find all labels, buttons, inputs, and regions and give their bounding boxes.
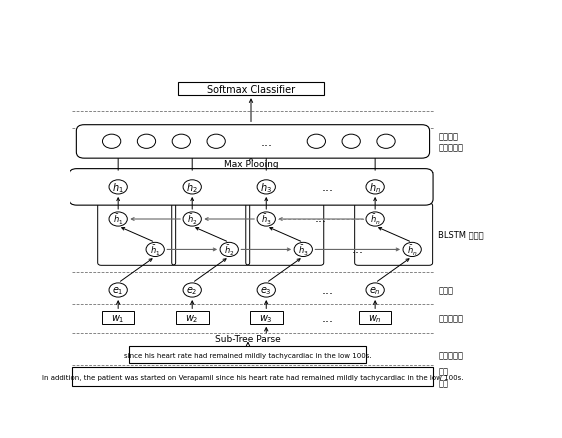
Text: $w_2$: $w_2$ <box>185 312 199 324</box>
FancyBboxPatch shape <box>178 83 324 96</box>
Circle shape <box>403 243 422 257</box>
FancyBboxPatch shape <box>129 346 366 364</box>
Circle shape <box>294 243 312 257</box>
Circle shape <box>146 243 164 257</box>
FancyBboxPatch shape <box>359 311 392 325</box>
Text: $h_1$: $h_1$ <box>112 180 124 194</box>
Text: BLSTM 编码层: BLSTM 编码层 <box>438 230 484 239</box>
Text: 句子级别
的语义表示: 句子级别 的语义表示 <box>438 132 463 152</box>
FancyBboxPatch shape <box>69 169 433 206</box>
FancyBboxPatch shape <box>102 311 134 325</box>
Circle shape <box>183 180 201 194</box>
Circle shape <box>183 212 201 226</box>
Text: $w_3$: $w_3$ <box>260 312 273 324</box>
Circle shape <box>257 180 275 194</box>
Circle shape <box>137 135 156 149</box>
Text: 特征抽取层: 特征抽取层 <box>438 314 463 322</box>
Circle shape <box>220 243 238 257</box>
Text: $w_1$: $w_1$ <box>111 312 125 324</box>
Text: $\bar{h}_n$: $\bar{h}_n$ <box>407 243 418 257</box>
Circle shape <box>377 135 395 149</box>
FancyBboxPatch shape <box>76 125 429 159</box>
Circle shape <box>109 180 128 194</box>
Circle shape <box>366 212 384 226</box>
Circle shape <box>257 212 275 226</box>
Text: $w_n$: $w_n$ <box>368 312 382 324</box>
Circle shape <box>342 135 360 149</box>
Text: $\bar{h}_2$: $\bar{h}_2$ <box>187 212 197 226</box>
Circle shape <box>307 135 325 149</box>
FancyBboxPatch shape <box>250 311 283 325</box>
Text: ...: ... <box>352 242 364 255</box>
Text: Max Plooing: Max Plooing <box>224 160 278 169</box>
Text: $e_n$: $e_n$ <box>369 284 381 296</box>
Text: ...: ... <box>321 284 333 297</box>
Text: Softmax Classifier: Softmax Classifier <box>207 85 295 94</box>
Circle shape <box>109 212 128 226</box>
Text: $h_2$: $h_2$ <box>187 180 198 194</box>
Text: Sub-Tree Parse: Sub-Tree Parse <box>215 334 281 343</box>
Text: ...: ... <box>260 135 272 148</box>
Text: ...: ... <box>321 181 333 194</box>
Text: $\bar{h}_n$: $\bar{h}_n$ <box>370 212 380 226</box>
Text: $\bar{h}_3$: $\bar{h}_3$ <box>298 243 309 257</box>
FancyBboxPatch shape <box>72 367 433 386</box>
Text: 嵌入层: 嵌入层 <box>438 286 454 295</box>
Text: $\bar{h}_1$: $\bar{h}_1$ <box>150 243 160 257</box>
Text: 原始
输入: 原始 输入 <box>438 367 448 387</box>
Text: $\bar{h}_1$: $\bar{h}_1$ <box>113 212 124 226</box>
Circle shape <box>257 283 275 297</box>
Text: $e_2$: $e_2$ <box>187 284 198 296</box>
FancyBboxPatch shape <box>176 311 209 325</box>
Text: $h_3$: $h_3$ <box>260 180 272 194</box>
Text: 最短子树层: 最短子树层 <box>438 350 463 360</box>
Circle shape <box>172 135 191 149</box>
Text: $\bar{h}_2$: $\bar{h}_2$ <box>224 243 234 257</box>
Circle shape <box>109 283 128 297</box>
Text: $h_n$: $h_n$ <box>369 180 381 194</box>
Text: In addition, the patient was started on Verapamil since his heart rate had remai: In addition, the patient was started on … <box>42 374 463 380</box>
Text: $\bar{h}_3$: $\bar{h}_3$ <box>261 212 271 226</box>
Text: ...: ... <box>315 212 327 225</box>
Circle shape <box>366 180 384 194</box>
Text: since his heart rate had remained mildly tachycardiac in the low 100s.: since his heart rate had remained mildly… <box>124 352 372 358</box>
Text: $e_3$: $e_3$ <box>260 284 272 296</box>
Circle shape <box>207 135 225 149</box>
Circle shape <box>366 283 384 297</box>
Circle shape <box>102 135 121 149</box>
Text: $e_1$: $e_1$ <box>112 284 124 296</box>
Text: ...: ... <box>321 311 333 325</box>
Circle shape <box>183 283 201 297</box>
